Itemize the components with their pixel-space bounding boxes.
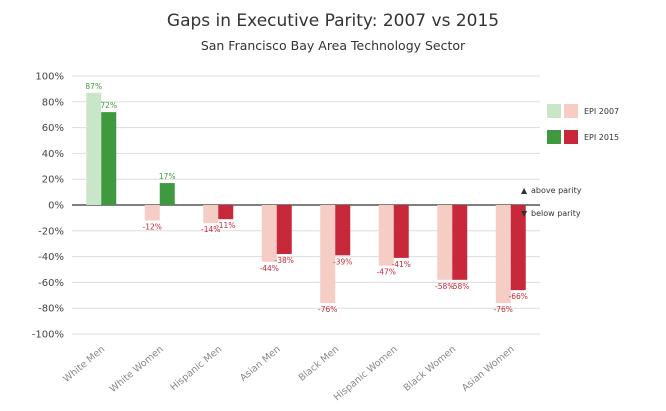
y-tick-label: 80% xyxy=(42,97,64,108)
data-label: -39% xyxy=(333,257,352,266)
bar-epi-2007 xyxy=(203,205,219,224)
data-label: -47% xyxy=(377,268,396,277)
bar-epi-2015 xyxy=(101,112,117,205)
bar-epi-2015 xyxy=(335,205,351,256)
x-tick-label: Black Women xyxy=(402,344,458,394)
data-label: -11% xyxy=(216,221,235,230)
bar-epi-2015 xyxy=(510,205,526,291)
y-tick-label: 20% xyxy=(42,175,64,186)
bar-epi-2007 xyxy=(86,92,102,205)
x-tick-label: Black Men xyxy=(297,344,341,384)
y-tick-label: -40% xyxy=(38,252,64,263)
legend-label: EPI 2007 xyxy=(584,107,619,116)
data-label: 72% xyxy=(100,101,117,110)
chart-title: Gaps in Executive Parity: 2007 vs 2015 xyxy=(167,11,499,31)
y-tick-label: 40% xyxy=(42,149,64,160)
legend-swatch-positive xyxy=(547,130,561,144)
y-tick-label: 60% xyxy=(42,123,64,134)
parity-arrow-icon: ▲ xyxy=(521,186,528,195)
data-label: -44% xyxy=(260,264,279,273)
y-tick-label: -60% xyxy=(38,278,64,289)
data-label: -58% xyxy=(435,282,454,291)
y-tick-label: 0% xyxy=(48,201,64,212)
x-tick-label: Hispanic Men xyxy=(168,344,224,393)
chart-subtitle: San Francisco Bay Area Technology Sector xyxy=(201,38,466,53)
data-label: -66% xyxy=(509,292,528,301)
bar-epi-2015 xyxy=(276,205,292,255)
bar-epi-2007 xyxy=(144,205,160,221)
data-label: -12% xyxy=(143,222,162,231)
bar-epi-2015 xyxy=(218,205,234,220)
data-label: -41% xyxy=(392,260,411,269)
parity-arrow-icon: ▼ xyxy=(521,209,528,218)
legend-swatch-negative xyxy=(564,104,578,118)
bar-epi-2015 xyxy=(452,205,468,280)
bar-epi-2015 xyxy=(393,205,409,258)
bar-epi-2007 xyxy=(495,205,511,304)
bar-epi-2007 xyxy=(320,205,336,304)
bar-epi-2007 xyxy=(261,205,277,262)
data-label: 17% xyxy=(159,172,176,181)
data-label: -76% xyxy=(494,305,513,314)
x-tick-label: Hispanic Women xyxy=(332,344,400,403)
parity-annotation: above parity xyxy=(531,186,582,195)
legend-swatch-negative xyxy=(564,130,578,144)
bar-epi-2007 xyxy=(378,205,394,266)
y-tick-label: 100% xyxy=(35,72,64,83)
x-tick-label: Asian Women xyxy=(460,344,517,394)
legend-label: EPI 2015 xyxy=(584,133,619,142)
x-tick-label: White Men xyxy=(61,344,107,385)
data-label: -38% xyxy=(275,256,294,265)
bar-epi-2015 xyxy=(159,183,175,205)
x-tick-label: White Women xyxy=(108,344,166,395)
bar-epi-2007 xyxy=(437,205,453,280)
x-tick-label: Asian Men xyxy=(238,344,283,384)
data-label: -14% xyxy=(201,225,220,234)
parity-annotation: below parity xyxy=(531,209,581,218)
y-tick-label: -100% xyxy=(32,330,64,341)
data-label: -76% xyxy=(318,305,337,314)
y-tick-label: -80% xyxy=(38,304,64,315)
legend-swatch-positive xyxy=(547,104,561,118)
data-label: 87% xyxy=(85,82,102,91)
data-label: -58% xyxy=(450,282,469,291)
y-tick-label: -20% xyxy=(38,226,64,237)
